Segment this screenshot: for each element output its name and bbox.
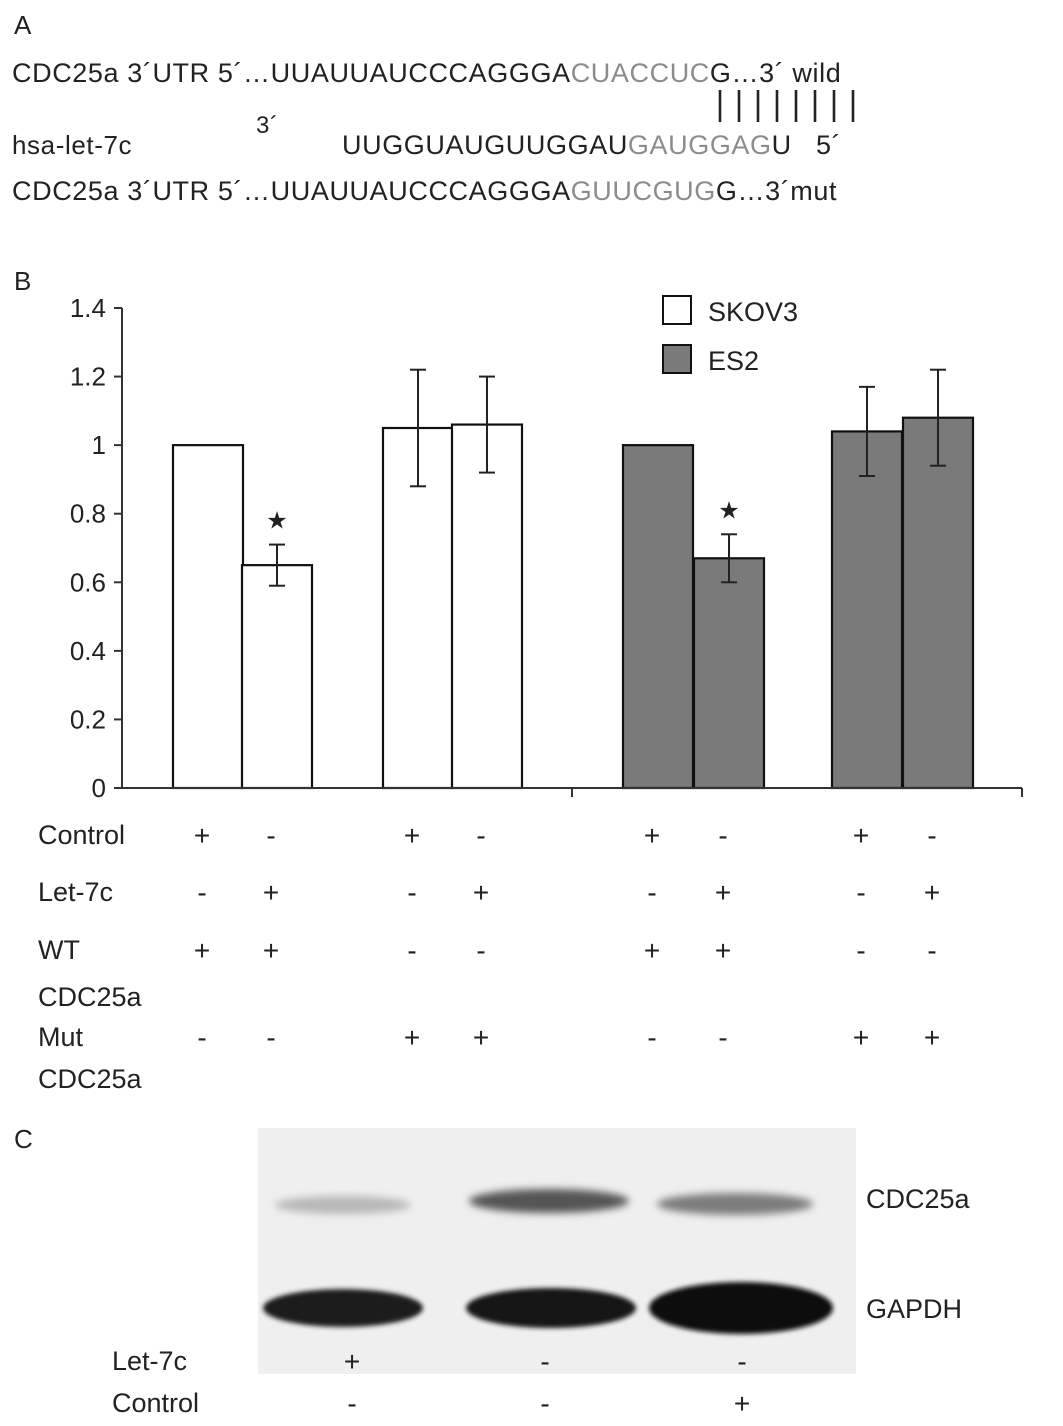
wild-seq-site: CUACCUC [570, 58, 710, 88]
wt-row-label: WT [38, 935, 80, 965]
wild-seq-suffix: G…3´ wild [709, 58, 842, 88]
condition-control-sign: + [403, 820, 421, 851]
condition-control-sign: + [852, 820, 870, 851]
wt-row-label-2: CDC25a [38, 982, 142, 1012]
legend: SKOV3 ES2 [662, 295, 798, 376]
blot-control-label: Control [112, 1388, 200, 1418]
axes-layer: 0 0.2 0.4 0.6 0.8 1 1.2 1.4 [70, 293, 1023, 803]
mirna-3prime: 3´ [256, 112, 279, 139]
y-tick-label: 0.2 [70, 704, 106, 734]
blot-let7c-label: Let-7c [112, 1346, 188, 1376]
condition-wt-sign: - [856, 935, 866, 966]
condition-wt-sign: + [262, 935, 280, 966]
error-bar-4 [479, 375, 495, 474]
condition-let7c-sign: - [856, 877, 866, 908]
condition-control-sign: - [266, 820, 276, 851]
condition-let7c-sign: + [714, 877, 732, 908]
condition-mut-sign: + [472, 1022, 490, 1053]
error-bars-layer: ★ ★ [266, 368, 946, 587]
base-pairing-lines [718, 90, 855, 122]
mirna-sequence-row: UUGGUAUGUUGGAUGAUGGAGU 5´ [342, 130, 841, 161]
condition-wt-sign: + [193, 935, 211, 966]
condition-mut-sign: - [266, 1022, 276, 1053]
condition-control-sign: + [193, 820, 211, 851]
mut-row-label: Mut [38, 1022, 84, 1052]
y-tick-label: 1.4 [70, 293, 106, 323]
condition-mut-sign: - [647, 1022, 657, 1053]
condition-mut-sign: + [403, 1022, 421, 1053]
wild-sequence-row: CDC25a 3´UTR 5´…UUAUUAUCCCAGGGACUACCUCG…… [12, 58, 841, 89]
condition-let7c-sign: + [262, 877, 280, 908]
bar-es2-8 [901, 416, 975, 790]
bar-es2-7 [830, 430, 904, 790]
condition-wt-sign: - [476, 935, 486, 966]
panel-b-letter: B [14, 266, 32, 296]
bar-es2-6 [692, 557, 766, 790]
condition-let7c-sign: - [407, 877, 417, 908]
condition-let7c-sign: - [197, 877, 207, 908]
error-bar-3 [410, 368, 426, 488]
legend-swatch-es2 [662, 344, 692, 374]
condition-mut-sign: - [197, 1022, 207, 1053]
let7c-row-label: Let-7c [38, 877, 114, 907]
significance-star: ★ [266, 508, 288, 535]
blot-control-sign: - [540, 1388, 550, 1419]
significance-star: ★ [718, 497, 740, 524]
condition-wt-sign: - [927, 935, 937, 966]
condition-wt-sign: + [643, 935, 661, 966]
bars-layer [171, 416, 975, 790]
condition-let7c-sign: + [472, 877, 490, 908]
mut-seq-site: GUUCGUG [570, 176, 716, 206]
condition-wt-sign: + [714, 935, 732, 966]
bar-skov3-4 [450, 423, 524, 790]
bar-es2-5 [621, 444, 695, 790]
blot-let7c-sign: - [737, 1346, 747, 1377]
blot-control-sign: + [733, 1388, 751, 1419]
mut-row-label-2: CDC25a [38, 1064, 142, 1094]
condition-control-sign: - [718, 820, 728, 851]
error-bar-7 [859, 385, 875, 477]
error-bar-6 [721, 533, 737, 584]
legend-label-es2: ES2 [708, 346, 759, 376]
mirna-label: hsa-let-7c [12, 130, 133, 160]
panel-a-letter: A [14, 10, 32, 40]
mirna-seq-prefix: UUGGUAUGUUGGAU [342, 130, 628, 160]
condition-let7c-sign: + [923, 877, 941, 908]
mirna-seq-site: GAUGGAG [627, 130, 772, 160]
y-tick-label: 1.2 [70, 362, 106, 392]
mut-seq-prefix: CDC25a 3´UTR 5´…UUAUUAUCCCAGGGA [12, 176, 571, 206]
condition-control-sign: + [643, 820, 661, 851]
legend-swatch-skov3 [662, 295, 692, 325]
cdc25a-band-label: CDC25a [866, 1184, 970, 1214]
blot-let7c-sign: + [343, 1346, 361, 1377]
condition-let7c-sign: - [647, 877, 657, 908]
condition-mut-sign: - [718, 1022, 728, 1053]
y-tick-label: 1 [92, 430, 106, 460]
bar-skov3-1 [171, 444, 245, 790]
y-tick-label: 0 [92, 773, 106, 803]
y-tick-label: 0.6 [70, 567, 106, 597]
western-blot-image [258, 1128, 856, 1374]
mirna-seq-suffix: U 5´ [771, 130, 842, 160]
y-tick-label: 0.4 [70, 636, 106, 666]
condition-control-sign: - [927, 820, 937, 851]
error-bar-8 [930, 368, 946, 467]
bar-skov3-2 [240, 564, 314, 790]
mut-sequence-row: CDC25a 3´UTR 5´…UUAUUAUCCCAGGGAGUUCGUGG…… [12, 176, 837, 207]
gapdh-band-label: GAPDH [866, 1294, 963, 1324]
mut-seq-suffix: G…3´mut [715, 176, 838, 206]
condition-control-sign: - [476, 820, 486, 851]
condition-wt-sign: - [407, 935, 417, 966]
error-bar-2 [269, 543, 285, 587]
control-row-label: Control [38, 820, 126, 850]
condition-mut-sign: + [852, 1022, 870, 1053]
legend-label-skov3: SKOV3 [708, 297, 798, 327]
wild-seq-prefix: CDC25a 3´UTR 5´…UUAUUAUCCCAGGGA [12, 58, 571, 88]
condition-mut-sign: + [923, 1022, 941, 1053]
blot-control-sign: - [347, 1388, 357, 1419]
panel-c-letter: C [14, 1124, 33, 1154]
y-tick-label: 0.8 [70, 499, 106, 529]
blot-let7c-sign: - [540, 1346, 550, 1377]
